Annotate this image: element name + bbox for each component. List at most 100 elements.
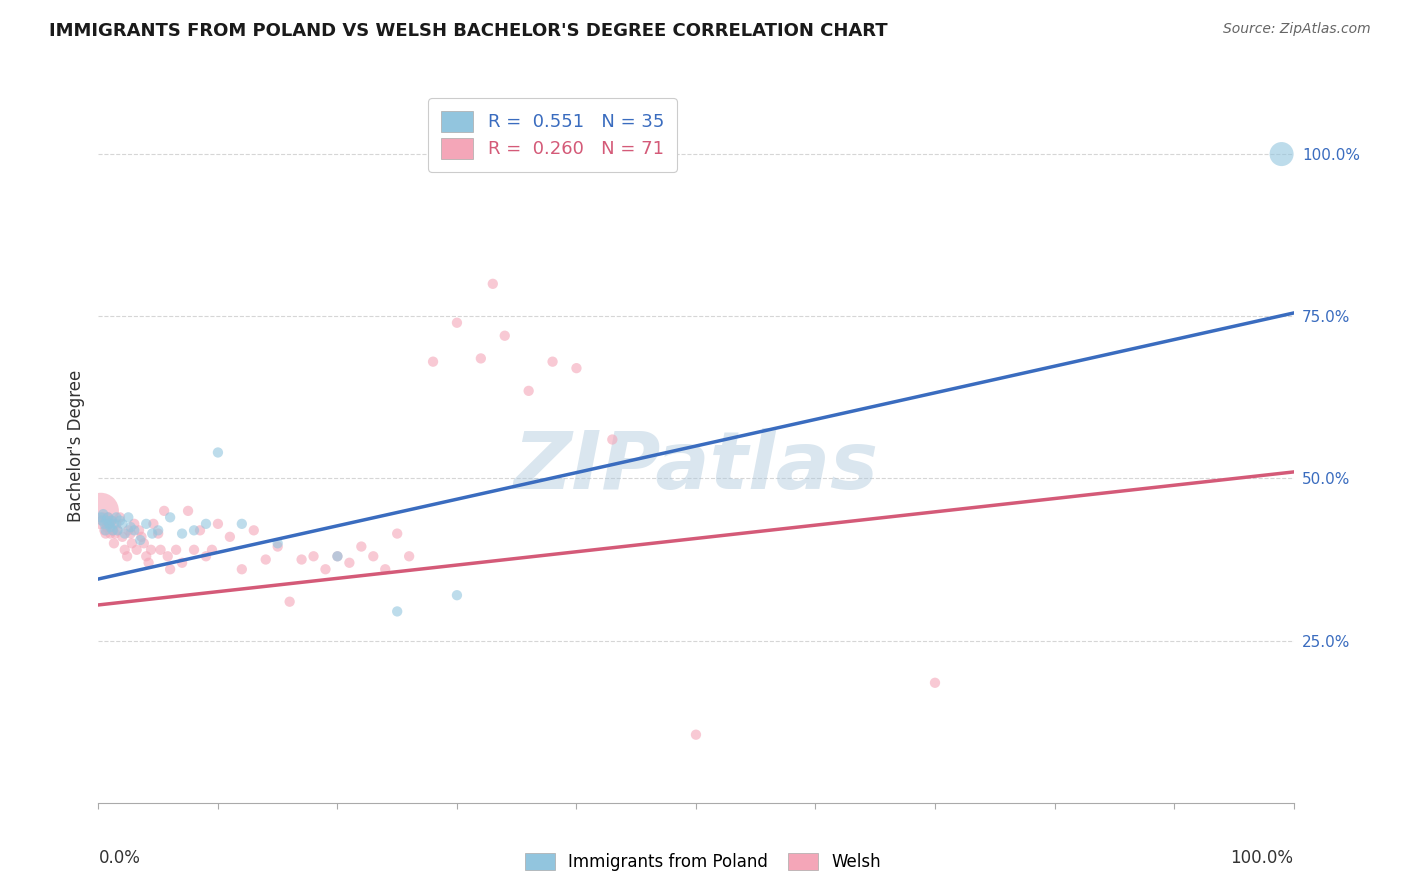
Point <box>148 524 170 538</box>
Point <box>267 540 290 554</box>
Point <box>149 542 172 557</box>
Point <box>120 520 142 534</box>
Point <box>100 514 122 528</box>
Point <box>124 516 146 531</box>
Point <box>350 540 373 554</box>
Point <box>114 542 136 557</box>
Point <box>195 516 218 531</box>
Point <box>131 530 153 544</box>
Point <box>138 556 160 570</box>
Point <box>374 562 396 576</box>
Point <box>96 514 118 528</box>
Point <box>105 510 128 524</box>
Point <box>148 526 170 541</box>
Point <box>302 549 325 564</box>
Text: 100.0%: 100.0% <box>1230 849 1294 867</box>
Point <box>183 542 205 557</box>
Point <box>602 433 624 447</box>
Point <box>517 384 540 398</box>
Point <box>93 524 115 538</box>
Point <box>96 520 118 534</box>
Point <box>98 526 122 541</box>
Point <box>98 520 122 534</box>
Point <box>470 351 492 366</box>
Point <box>111 530 134 544</box>
Point <box>115 549 138 564</box>
Point <box>177 504 200 518</box>
Point <box>481 277 505 291</box>
Point <box>339 556 361 570</box>
Point <box>278 595 301 609</box>
Point <box>165 542 187 557</box>
Point <box>121 536 143 550</box>
Point <box>101 524 124 538</box>
Point <box>142 516 165 531</box>
Legend: R =  0.551   N = 35, R =  0.260   N = 71: R = 0.551 N = 35, R = 0.260 N = 71 <box>429 98 676 171</box>
Text: IMMIGRANTS FROM POLAND VS WELSH BACHELOR'S DEGREE CORRELATION CHART: IMMIGRANTS FROM POLAND VS WELSH BACHELOR… <box>49 22 887 40</box>
Point <box>315 562 337 576</box>
Legend: Immigrants from Poland, Welsh: Immigrants from Poland, Welsh <box>516 845 890 880</box>
Point <box>107 524 129 538</box>
Point <box>172 526 194 541</box>
Point <box>1271 147 1294 161</box>
Text: Source: ZipAtlas.com: Source: ZipAtlas.com <box>1223 22 1371 37</box>
Point <box>91 514 114 528</box>
Point <box>219 530 242 544</box>
Text: 0.0%: 0.0% <box>98 849 141 867</box>
Point <box>125 542 148 557</box>
Point <box>114 526 136 541</box>
Point <box>207 445 229 459</box>
Point <box>195 549 218 564</box>
Point <box>111 516 134 531</box>
Point <box>101 524 124 538</box>
Point <box>129 533 152 547</box>
Point <box>90 510 112 524</box>
Point <box>363 549 385 564</box>
Point <box>243 524 266 538</box>
Point <box>98 516 121 531</box>
Point <box>207 516 229 531</box>
Point <box>107 524 129 538</box>
Point <box>385 526 409 541</box>
Point <box>91 507 114 521</box>
Point <box>159 562 181 576</box>
Point <box>94 524 117 538</box>
Point <box>231 562 253 576</box>
Point <box>494 328 516 343</box>
Point <box>139 542 162 557</box>
Point <box>124 524 146 538</box>
Point <box>141 526 163 541</box>
Point <box>156 549 179 564</box>
Point <box>103 536 125 550</box>
Point <box>90 504 112 518</box>
Point <box>108 514 131 528</box>
Point <box>446 316 468 330</box>
Text: ZIPatlas: ZIPatlas <box>513 428 879 507</box>
Point <box>100 514 122 528</box>
Point <box>565 361 588 376</box>
Point <box>291 552 314 566</box>
Point <box>108 510 131 524</box>
Point <box>254 552 277 566</box>
Point <box>385 604 409 618</box>
Point <box>267 536 290 550</box>
Point <box>153 504 176 518</box>
Point <box>398 549 420 564</box>
Point <box>94 526 117 541</box>
Point <box>93 516 115 531</box>
Point <box>172 556 194 570</box>
Point <box>97 510 120 524</box>
Point <box>128 524 150 538</box>
Point <box>159 510 181 524</box>
Point <box>188 524 211 538</box>
Point <box>132 536 155 550</box>
Point <box>97 510 120 524</box>
Point <box>231 516 253 531</box>
Point <box>135 549 157 564</box>
Point <box>446 588 468 602</box>
Point <box>98 516 121 531</box>
Point <box>91 510 114 524</box>
Point <box>201 542 224 557</box>
Point <box>685 728 707 742</box>
Point <box>120 526 142 541</box>
